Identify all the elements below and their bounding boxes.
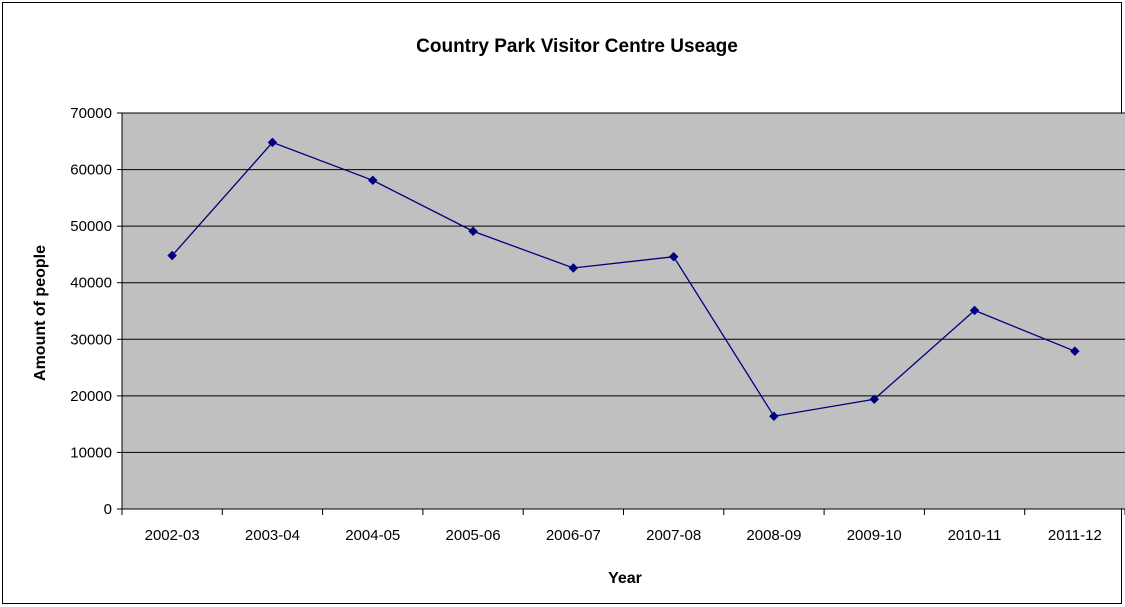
data-point-marker	[668, 251, 679, 262]
data-markers	[167, 137, 1080, 422]
data-point-marker	[367, 175, 378, 186]
y-tick-label: 0	[104, 501, 112, 518]
plot-area	[122, 113, 1125, 509]
x-tick-label: 2011-12	[1048, 527, 1102, 544]
series-line	[171, 141, 1076, 417]
x-tick-label: 2006-07	[546, 527, 601, 544]
chart-title: Country Park Visitor Centre Useage	[416, 36, 738, 57]
x-tick-label: 2004-05	[345, 527, 400, 544]
y-tick-label: 10000	[70, 444, 112, 461]
data-point-marker	[1069, 346, 1080, 357]
x-axis-title: Year	[608, 570, 642, 587]
x-tick-label: 2002-03	[145, 527, 200, 544]
gridlines	[122, 112, 1125, 453]
y-axis-title: Amount of people	[32, 245, 49, 381]
y-tick-label: 40000	[70, 275, 112, 292]
y-axis-ticks: 0 10000 20000 30000 40000 50000 60000 70000	[70, 105, 122, 518]
y-tick-label: 20000	[70, 388, 112, 405]
x-tick-label: 2010-11	[948, 527, 1002, 544]
data-point-marker	[769, 411, 779, 422]
data-point-marker	[468, 226, 478, 237]
y-tick-label: 50000	[70, 218, 112, 235]
y-tick-label: 30000	[70, 331, 112, 348]
x-tick-label: 2007-08	[646, 527, 701, 544]
data-point-marker	[969, 305, 980, 316]
data-point-marker	[167, 250, 178, 261]
data-point-marker	[267, 137, 278, 148]
x-tick-label: 2003-04	[245, 527, 300, 544]
data-point-marker	[568, 263, 579, 273]
x-axis-ticks: 2002-03 2003-04 2004-05 2005-06 2006-07 2007-…	[121, 509, 1125, 544]
x-tick-label: 2005-06	[446, 527, 501, 544]
x-tick-label: 2008-09	[746, 527, 801, 544]
y-tick-label: 60000	[70, 162, 112, 179]
x-tick-label: 2009-10	[847, 527, 902, 544]
y-tick-label: 70000	[70, 105, 112, 122]
data-point-marker	[869, 394, 880, 405]
